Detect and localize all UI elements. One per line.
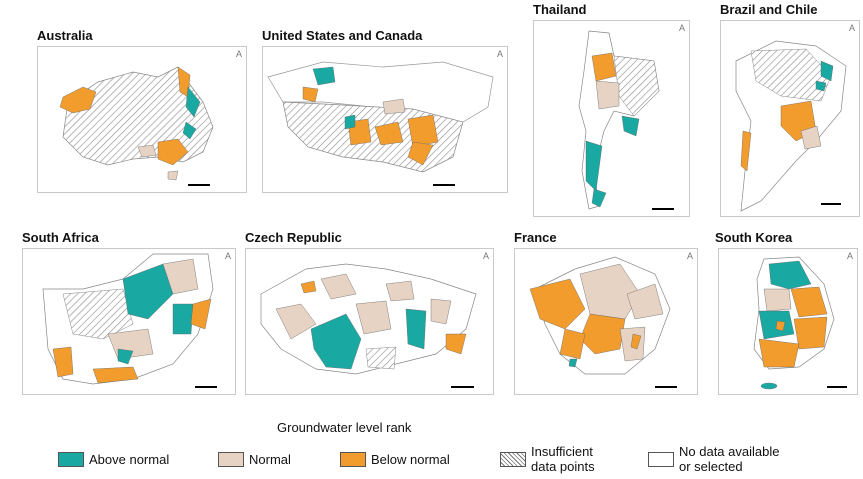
- region-above-normal: [820, 60, 834, 82]
- region-above-normal: [117, 348, 134, 365]
- panel-title-france: France: [514, 230, 557, 245]
- legend-item-normal: Normal: [218, 452, 291, 467]
- region-below-normal: [300, 280, 317, 294]
- region-below-normal: [740, 130, 752, 172]
- region-normal: [385, 280, 415, 302]
- legend-item-below-normal: Below normal: [340, 452, 450, 467]
- region-normal: [275, 303, 317, 340]
- legend-label: Below normal: [371, 452, 450, 467]
- region-below-normal: [302, 86, 319, 103]
- region-normal: [595, 80, 620, 110]
- panel-title-czech-republic: Czech Republic: [245, 230, 342, 245]
- region-below-normal: [790, 286, 828, 318]
- north-arrow-icon: A: [482, 251, 489, 261]
- legend-item-no-data: No data available or selected: [648, 444, 779, 474]
- region-above-normal: [568, 358, 578, 368]
- hatched-swatch-icon: [500, 451, 526, 467]
- region-normal: [162, 258, 199, 295]
- panel-title-brazil-chile: Brazil and Chile: [720, 2, 818, 17]
- region-above-normal: [344, 114, 356, 130]
- region-above-normal: [768, 260, 812, 290]
- panel-title-australia: Australia: [37, 28, 93, 43]
- panel-title-south-africa: South Africa: [22, 230, 99, 245]
- region-above-normal: [405, 308, 427, 350]
- map-france: A: [514, 248, 698, 395]
- region-below-normal: [92, 366, 139, 384]
- region-below-normal: [775, 320, 786, 332]
- panel-title-us-canada: United States and Canada: [262, 28, 423, 43]
- map-australia: A: [37, 46, 247, 193]
- legend-item-above-normal: Above normal: [58, 452, 169, 467]
- region-above-normal: [122, 263, 174, 320]
- region-above-normal: [182, 121, 197, 140]
- legend-label: Normal: [249, 452, 291, 467]
- map-czech-republic: A: [245, 248, 494, 395]
- legend-label-line1: Insufficient: [531, 444, 593, 459]
- region-below-normal: [630, 333, 642, 350]
- region-below-normal: [59, 86, 97, 114]
- region-insufficient: [750, 48, 832, 102]
- north-arrow-icon: A: [235, 49, 242, 59]
- legend-title: Groundwater level rank: [277, 420, 412, 435]
- region-below-normal: [190, 298, 212, 330]
- map-south-korea: A: [718, 248, 858, 395]
- region-above-normal: [585, 140, 603, 192]
- teal-swatch-icon: [58, 452, 84, 467]
- region-normal: [167, 170, 179, 181]
- legend-label-line1: No data available: [679, 444, 780, 459]
- legend-label: Insufficient data points: [531, 444, 595, 474]
- region-below-normal: [52, 346, 74, 378]
- region-insufficient: [62, 66, 214, 166]
- region-normal: [626, 283, 664, 320]
- north-arrow-icon: A: [678, 23, 685, 33]
- legend-label: No data available or selected: [679, 444, 779, 474]
- region-above-normal: [591, 188, 607, 208]
- north-arrow-icon: A: [224, 251, 231, 261]
- region-below-normal: [445, 333, 467, 355]
- region-above-normal: [310, 313, 362, 370]
- region-insufficient: [62, 288, 134, 340]
- region-above-normal: [172, 303, 194, 335]
- panel-title-thailand: Thailand: [533, 2, 587, 17]
- north-arrow-icon: A: [848, 23, 855, 33]
- region-below-normal: [157, 138, 189, 166]
- map-south-africa: A: [22, 248, 236, 395]
- legend-item-insufficient: Insufficient data points: [500, 444, 595, 474]
- region-normal: [382, 98, 406, 115]
- beige-swatch-icon: [218, 452, 244, 467]
- map-thailand: A: [533, 20, 690, 217]
- region-normal: [320, 273, 357, 300]
- empty-swatch-icon: [648, 451, 674, 467]
- orange-swatch-icon: [340, 452, 366, 467]
- region-normal: [355, 300, 392, 335]
- region-above-normal: [621, 115, 640, 137]
- map-brazil-chile: A: [720, 20, 860, 217]
- region-below-normal: [559, 328, 586, 360]
- north-arrow-icon: A: [496, 49, 503, 59]
- region-normal: [430, 298, 452, 325]
- region-normal: [800, 125, 822, 150]
- legend-label-line2: data points: [531, 459, 595, 474]
- region-below-normal: [793, 316, 828, 350]
- region-above-normal: [760, 382, 778, 390]
- region-insufficient: [365, 346, 397, 370]
- region-below-normal: [758, 338, 800, 368]
- region-above-normal: [815, 80, 827, 92]
- north-arrow-icon: A: [846, 251, 853, 261]
- region-above-normal: [312, 66, 336, 86]
- region-below-normal: [407, 114, 439, 148]
- region-below-normal: [591, 52, 617, 82]
- north-arrow-icon: A: [686, 251, 693, 261]
- legend-label-line2: or selected: [679, 459, 743, 474]
- region-normal: [137, 144, 157, 158]
- legend-label: Above normal: [89, 452, 170, 467]
- region-above-normal: [185, 86, 201, 118]
- region-below-normal: [374, 121, 404, 146]
- region-normal: [763, 288, 792, 312]
- region-below-normal: [529, 278, 586, 330]
- region-below-normal: [407, 141, 434, 166]
- map-us-canada: A: [262, 46, 508, 193]
- panel-title-south-korea: South Korea: [715, 230, 793, 245]
